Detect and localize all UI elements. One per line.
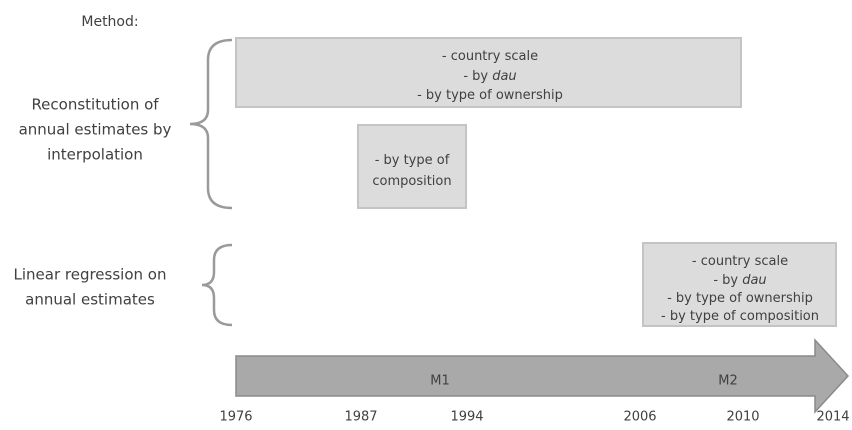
timeline-arrow: [235, 338, 850, 414]
year-label: 1987: [344, 410, 377, 425]
box-line: composition: [372, 174, 451, 189]
box-line-text: composition: [372, 174, 451, 189]
period-label: M1: [430, 374, 450, 389]
year-label: 1994: [450, 410, 483, 425]
box-line: - by type of ownership: [417, 88, 563, 103]
year-label: 2010: [726, 410, 759, 425]
box-line-em: dau: [742, 273, 766, 288]
box-line: - country scale: [692, 254, 788, 269]
method-label: Linear regression on: [14, 266, 167, 284]
box-line: - by dau: [713, 273, 766, 288]
box-line-em: dau: [492, 69, 516, 84]
method-label: annual estimates by: [19, 121, 172, 139]
box-line-text: - country scale: [692, 254, 788, 269]
box-line-text: - by: [463, 69, 492, 84]
brace: [189, 38, 233, 210]
method-title: Method:: [81, 14, 138, 30]
box-line-text: - by type of composition: [661, 309, 819, 324]
box-line: - by type of ownership: [667, 291, 813, 306]
method-box: [235, 37, 742, 108]
box-line: - country scale: [442, 49, 538, 64]
year-label: 2006: [623, 410, 656, 425]
box-line-text: - country scale: [442, 49, 538, 64]
box-line-text: - by: [713, 273, 742, 288]
box-line: - by dau: [463, 69, 516, 84]
box-line: - by type of composition: [661, 309, 819, 324]
period-label: M2: [718, 374, 738, 389]
method-label: annual estimates: [25, 291, 155, 309]
box-line-text: - by type of ownership: [417, 88, 563, 103]
box-line-text: - by type of: [375, 153, 450, 168]
year-label: 1976: [219, 410, 252, 425]
year-label: 2014: [816, 410, 849, 425]
box-line-text: - by type of ownership: [667, 291, 813, 306]
brace: [201, 243, 233, 327]
method-label: interpolation: [47, 146, 143, 164]
method-label: Reconstitution of: [31, 96, 159, 114]
box-line: - by type of: [375, 153, 450, 168]
method-box: [357, 124, 467, 209]
method-box: [642, 242, 837, 327]
